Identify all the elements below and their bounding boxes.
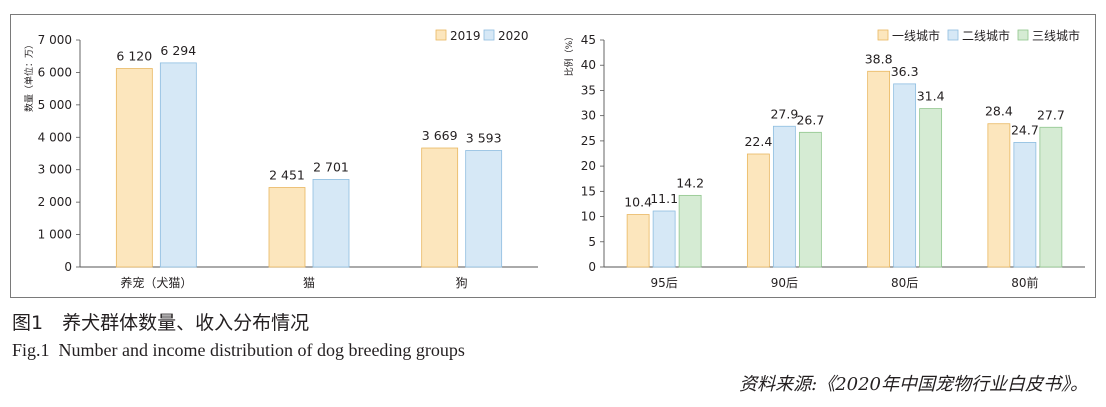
data-label: 2 701 bbox=[313, 159, 349, 174]
pet-count-bar-chart: 数量（单位：万） 0 1 000 2 000 3 000 4 000 5 000 6 000 7… bbox=[23, 29, 538, 290]
data-source-note: 资料来源:《2020年中国宠物行业白皮书》。 bbox=[739, 374, 1088, 395]
y-tick-label: 30 bbox=[581, 109, 596, 123]
age-city-tier-bar-chart: 比例（%） 0 5 10 15 20 25 30 35 40 45 10.411.114.2 95后 22… bbox=[563, 28, 1085, 290]
category-label: 80后 bbox=[891, 276, 918, 290]
data-label: 3 593 bbox=[466, 130, 502, 145]
bar-二线城市-80前 bbox=[1013, 142, 1037, 268]
legend-label: 三线城市 bbox=[1032, 28, 1080, 43]
chart-frame bbox=[10, 14, 1096, 298]
bar-三线城市-80后 bbox=[919, 108, 943, 268]
bar-三线城市-80前 bbox=[1039, 126, 1063, 268]
data-label: 28.4 bbox=[985, 104, 1013, 119]
legend-label: 2019 bbox=[450, 29, 481, 43]
data-label: 38.8 bbox=[865, 51, 893, 66]
y-tick-label: 20 bbox=[581, 159, 596, 173]
y-tick-label: 4 000 bbox=[38, 130, 72, 144]
data-label: 2 451 bbox=[269, 168, 305, 183]
y-tick-label: 0 bbox=[64, 260, 72, 274]
legend-swatch bbox=[947, 29, 959, 41]
y-axis-label: 数量（单位：万） bbox=[23, 40, 35, 112]
category-label: 95后 bbox=[650, 276, 677, 290]
legend-label: 一线城市 bbox=[892, 28, 940, 43]
y-tick-label: 3 000 bbox=[38, 163, 72, 177]
data-label: 14.2 bbox=[676, 175, 704, 190]
data-label: 3 669 bbox=[422, 128, 458, 143]
bar-三线城市-90后 bbox=[798, 131, 822, 268]
y-tick-label: 0 bbox=[588, 260, 596, 274]
bar-2020-猫 bbox=[312, 179, 350, 268]
data-label: 6 120 bbox=[116, 49, 152, 64]
data-label: 24.7 bbox=[1011, 122, 1039, 137]
y-tick-label: 2 000 bbox=[38, 195, 72, 209]
data-label: 10.4 bbox=[624, 195, 652, 210]
data-label: 11.1 bbox=[650, 191, 678, 206]
y-tick-label: 7 000 bbox=[38, 33, 72, 47]
category-label: 养宠（犬猫） bbox=[120, 275, 192, 290]
bar-二线城市-95后 bbox=[652, 210, 676, 268]
bar-三线城市-95后 bbox=[678, 194, 702, 268]
legend-swatch bbox=[1017, 29, 1029, 41]
y-tick-label: 10 bbox=[581, 210, 596, 224]
bar-一线城市-80后 bbox=[867, 70, 891, 268]
y-tick-label: 6 000 bbox=[38, 65, 72, 79]
legend-swatch bbox=[435, 29, 447, 41]
y-axis-label: 比例（%） bbox=[563, 32, 575, 77]
bar-二线城市-90后 bbox=[772, 125, 796, 268]
bar-2019-狗 bbox=[421, 147, 459, 268]
legend-swatch bbox=[877, 29, 889, 41]
bar-2019-猫 bbox=[268, 187, 306, 268]
y-tick-label: 40 bbox=[581, 58, 596, 72]
y-tick-label: 35 bbox=[581, 83, 596, 97]
category-label: 狗 bbox=[456, 276, 468, 290]
legend-swatch bbox=[483, 29, 495, 41]
data-label: 31.4 bbox=[917, 89, 945, 104]
data-label: 27.9 bbox=[770, 106, 798, 121]
y-tick-label: 15 bbox=[581, 184, 596, 198]
category-label: 猫 bbox=[303, 276, 315, 290]
data-label: 36.3 bbox=[891, 64, 919, 79]
y-tick-label: 5 bbox=[588, 235, 596, 249]
y-tick-label: 25 bbox=[581, 134, 596, 148]
bar-一线城市-95后 bbox=[626, 214, 650, 268]
legend-label: 二线城市 bbox=[962, 28, 1010, 43]
category-label: 90后 bbox=[771, 276, 798, 290]
legend-label: 2020 bbox=[498, 29, 529, 43]
y-tick-label: 45 bbox=[581, 33, 596, 47]
category-label: 80前 bbox=[1011, 275, 1038, 290]
y-tick-label: 1 000 bbox=[38, 228, 72, 242]
bar-一线城市-90后 bbox=[746, 153, 770, 268]
y-tick-label: 5 000 bbox=[38, 98, 72, 112]
bar-二线城市-80后 bbox=[893, 83, 917, 268]
bar-一线城市-80前 bbox=[987, 123, 1011, 268]
figure-caption-english: Fig.1 Number and income distribution of … bbox=[12, 340, 465, 360]
bar-2020-狗 bbox=[465, 150, 503, 268]
data-label: 26.7 bbox=[796, 112, 824, 127]
bar-2019-养宠（犬猫） bbox=[115, 68, 153, 268]
data-label: 6 294 bbox=[160, 43, 196, 58]
bar-2020-养宠（犬猫） bbox=[159, 62, 197, 268]
figure-caption-chinese: 图1 养犬群体数量、收入分布情况 bbox=[12, 312, 310, 334]
data-label: 22.4 bbox=[744, 134, 772, 149]
data-label: 27.7 bbox=[1037, 107, 1065, 122]
